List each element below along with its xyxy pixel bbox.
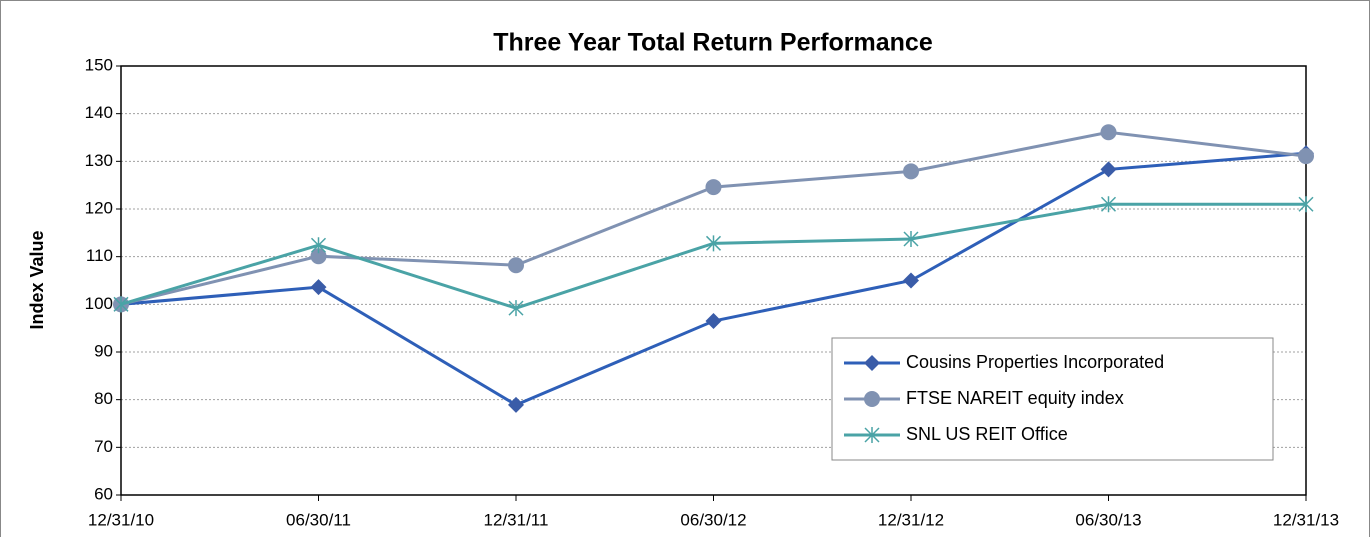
marker: [508, 300, 524, 317]
marker: [310, 248, 327, 265]
y-axis-label: Index Value: [27, 230, 47, 329]
y-tick-label: 90: [94, 341, 113, 360]
marker: [1100, 161, 1117, 178]
marker: [705, 235, 722, 252]
marker: [864, 427, 880, 443]
marker: [1298, 148, 1314, 165]
marker: [310, 237, 327, 254]
marker: [113, 296, 129, 313]
x-tick-label: 06/30/13: [1075, 510, 1141, 529]
marker: [1100, 124, 1117, 141]
legend-box: [831, 337, 1274, 461]
y-tick-label: 150: [85, 55, 113, 74]
marker: [864, 355, 880, 371]
y-tick-label: 110: [86, 246, 113, 265]
marker: [508, 396, 524, 413]
legend-label: FTSE NAREIT equity index: [906, 388, 1124, 408]
marker: [705, 179, 722, 196]
marker: [310, 279, 327, 296]
y-tick-label: 70: [94, 437, 113, 456]
x-tick-label: 12/31/11: [484, 510, 549, 529]
y-tick-label: 140: [85, 103, 113, 122]
marker: [903, 231, 919, 248]
x-tick-label: 12/31/10: [88, 510, 154, 529]
x-tick-label: 06/30/12: [680, 510, 746, 529]
y-tick-label: 130: [85, 151, 113, 170]
marker: [1298, 196, 1314, 213]
legend: Cousins Properties Incorporated FTSE NARE…: [831, 337, 1274, 461]
y-tick-label: 100: [85, 294, 113, 313]
marker: [864, 391, 880, 407]
y-tick-label: 60: [94, 484, 113, 503]
y-tick-label: 80: [94, 389, 113, 408]
marker: [508, 257, 524, 274]
marker: [705, 313, 722, 330]
x-tick-label: 12/31/13: [1273, 510, 1339, 529]
chart-title: Three Year Total Return Performance: [493, 29, 933, 57]
x-tick-label: 12/31/12: [878, 510, 944, 529]
x-tick-label: 06/30/11: [286, 510, 351, 529]
legend-label: SNL US REIT Office: [906, 424, 1068, 444]
marker: [903, 272, 919, 289]
legend-label: Cousins Properties Incorporated: [906, 352, 1164, 372]
marker: [1100, 196, 1117, 213]
y-tick-label: 120: [85, 198, 113, 217]
marker: [903, 163, 919, 180]
